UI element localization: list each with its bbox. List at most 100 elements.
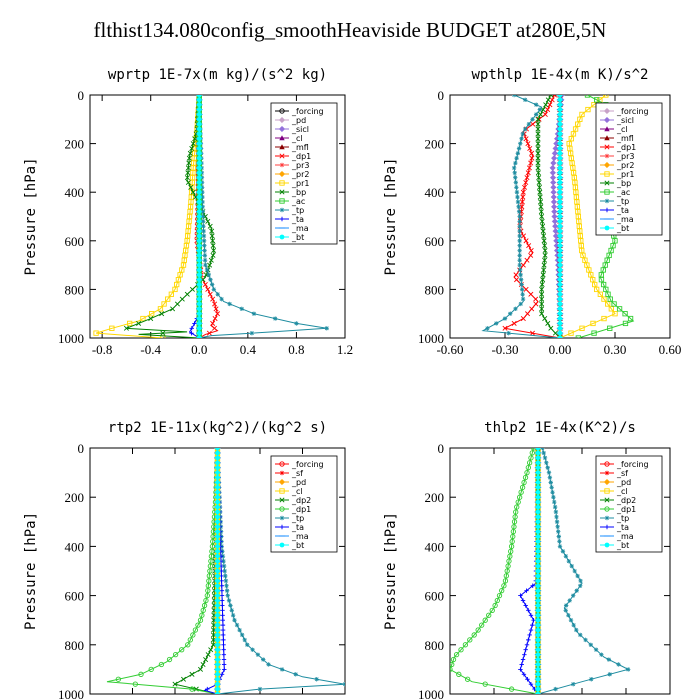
data-point [513,306,518,312]
data-point [179,296,185,302]
data-point [557,223,563,229]
x-tick-label: 0.4 [240,342,257,357]
legend-marker [604,470,610,476]
data-point [541,238,547,244]
legend-entry: _bp [291,188,306,197]
data-point [601,315,607,322]
data-point [464,676,471,682]
x-tick-label: 0 [214,698,221,700]
data-point [539,286,545,292]
data-point [200,199,205,205]
data-point [215,455,220,461]
data-point [266,662,271,667]
data-point [588,642,593,647]
data-point [535,529,541,535]
data-point [518,301,523,307]
x-tick-label: 0.30 [604,342,627,357]
data-point [542,316,548,322]
data-point [188,184,194,190]
data-point [205,286,211,292]
data-point [215,475,220,480]
data-point [557,131,563,137]
data-point [517,228,522,234]
data-point [200,219,206,224]
data-point [557,257,563,263]
data-point [215,499,220,505]
data-point [542,257,548,263]
data-point [521,479,527,486]
data-point [513,180,519,185]
data-point [215,627,220,633]
data-point [604,257,610,263]
data-point [215,563,220,569]
data-point [606,657,612,662]
data-point [185,165,191,171]
data-point [541,267,547,273]
x-tick-label: 0.40 [615,698,638,700]
data-point [578,238,584,244]
data-point [626,667,631,672]
data-point [520,131,525,137]
data-point [557,238,563,244]
data-point [557,155,563,161]
series-line-bp [126,95,215,338]
x-tick-label: 0.00 [527,698,550,700]
data-point [499,588,505,594]
data-point [540,272,546,278]
data-point [536,184,542,190]
data-point [508,548,514,554]
data-point [535,126,541,132]
data-point [566,140,572,147]
y-axis-label: Pressure [hPa] [383,512,399,630]
data-point [196,180,202,185]
data-point [588,272,594,278]
data-point [201,224,206,229]
y-tick-label: 800 [425,282,445,297]
data-point [569,563,574,569]
data-point [528,613,534,618]
data-point [525,311,531,317]
data-point [541,262,547,268]
data-point [530,622,535,628]
data-point [548,95,554,98]
data-point [524,642,530,647]
data-point [223,573,228,579]
data-point [196,306,202,312]
data-point [160,330,166,336]
data-point [215,607,220,613]
legend-marker [279,524,285,530]
data-point [203,657,209,663]
data-point [528,248,534,254]
data-point [138,671,144,677]
data-point [519,282,524,287]
data-point [612,238,618,244]
data-point [279,667,285,672]
data-point [557,160,563,166]
data-point [206,573,212,579]
y-tick-label: 800 [65,282,85,297]
data-point [215,578,220,584]
data-point [186,213,193,220]
data-point [207,291,213,297]
data-point [547,102,553,108]
data-point [187,208,193,215]
data-point [519,484,526,491]
data-point [210,637,216,643]
data-point [526,460,533,466]
y-tick-label: 0 [438,88,445,103]
y-tick-label: 600 [65,589,85,604]
data-point [520,189,526,195]
data-point [535,165,541,171]
legend-marker [604,144,610,150]
data-point [541,450,546,456]
data-point [557,248,563,253]
legend-entry: _ta [291,215,304,224]
data-point [149,311,155,317]
data-point [185,642,191,648]
data-point [215,460,220,466]
data-point [535,573,541,579]
data-point [148,316,154,322]
data-point [557,97,563,103]
data-point [510,533,516,540]
data-point [516,204,521,209]
